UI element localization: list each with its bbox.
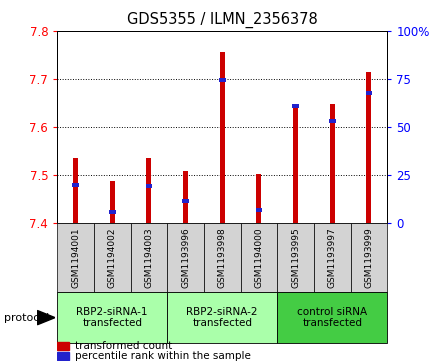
Title: GDS5355 / ILMN_2356378: GDS5355 / ILMN_2356378 (127, 12, 318, 28)
Bar (73, 158, 78, 223)
Bar (241, 223, 277, 292)
Bar (57, 352, 69, 360)
Bar (292, 105, 299, 108)
Bar (219, 78, 226, 82)
Bar (72, 183, 79, 187)
Bar (57, 342, 69, 350)
Text: GSM1194002: GSM1194002 (108, 228, 117, 288)
Bar (330, 104, 334, 223)
Text: GSM1194000: GSM1194000 (254, 227, 264, 288)
Polygon shape (37, 310, 55, 325)
Text: transformed count: transformed count (75, 341, 172, 351)
Text: protocol: protocol (4, 313, 50, 323)
Bar (183, 171, 188, 223)
Text: GSM1193996: GSM1193996 (181, 227, 190, 288)
Bar (277, 223, 314, 292)
Bar (366, 91, 372, 95)
Bar (220, 53, 224, 223)
Bar (131, 223, 167, 292)
Bar (257, 174, 261, 223)
Text: GSM1193997: GSM1193997 (328, 227, 337, 288)
Bar (277, 292, 387, 343)
Text: control siRNA
transfected: control siRNA transfected (297, 307, 367, 329)
Bar (329, 119, 336, 123)
Text: RBP2-siRNA-2
transfected: RBP2-siRNA-2 transfected (187, 307, 258, 329)
Bar (109, 210, 116, 213)
Text: GSM1194003: GSM1194003 (144, 227, 154, 288)
Bar (204, 223, 241, 292)
Text: GSM1194001: GSM1194001 (71, 227, 80, 288)
Bar (256, 208, 262, 212)
Bar (110, 182, 114, 223)
Text: GSM1193999: GSM1193999 (364, 227, 374, 288)
Bar (57, 223, 94, 292)
Bar (94, 223, 131, 292)
Bar (367, 72, 371, 223)
Bar (146, 184, 152, 188)
Text: GSM1193998: GSM1193998 (218, 227, 227, 288)
Bar (57, 292, 167, 343)
Bar (147, 158, 151, 223)
Text: percentile rank within the sample: percentile rank within the sample (75, 351, 251, 361)
Text: GSM1193995: GSM1193995 (291, 227, 300, 288)
Bar (293, 104, 298, 223)
Bar (314, 223, 351, 292)
Bar (167, 292, 277, 343)
Bar (182, 199, 189, 203)
Bar (351, 223, 387, 292)
Text: RBP2-siRNA-1
transfected: RBP2-siRNA-1 transfected (77, 307, 148, 329)
Bar (167, 223, 204, 292)
